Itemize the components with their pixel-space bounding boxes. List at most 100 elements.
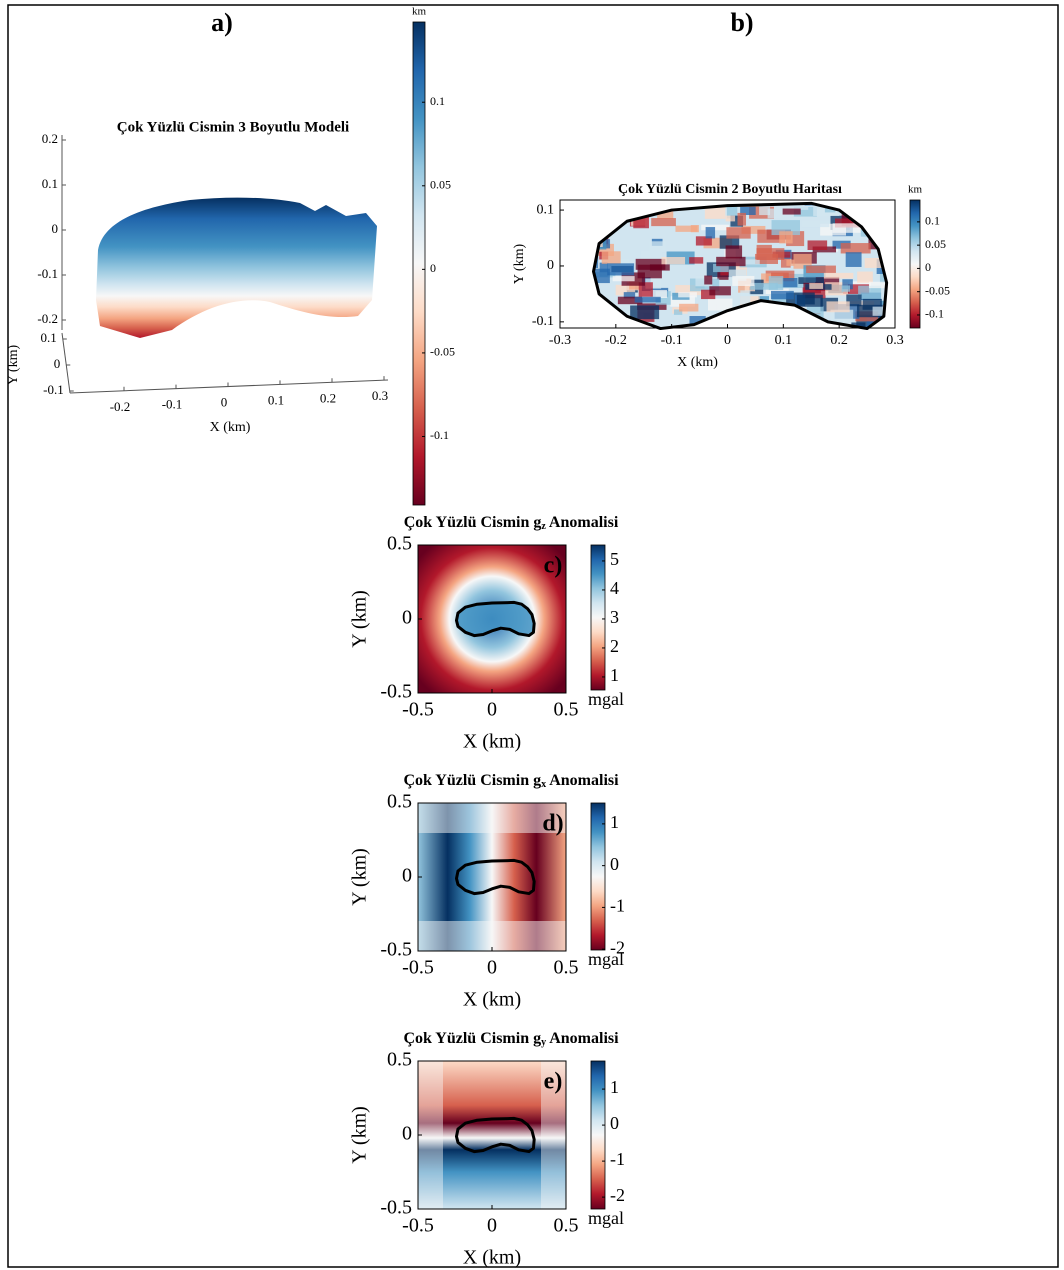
x-tick-label: 0 [724,333,731,348]
field-patch [562,253,572,260]
field-patch [782,278,797,287]
colorbar [910,200,920,328]
y-axis-label: Y (km) [349,590,371,648]
field-patch [808,240,828,250]
y-tick-label: 0 [547,258,554,273]
field-patch [779,231,792,243]
field-patch [598,222,611,227]
colorbar-tick-label: -0.1 [430,428,449,442]
colorbar-tick-label: 0 [610,854,619,874]
x-tick-label: -0.1 [162,397,183,412]
field-patch [635,297,661,303]
y-tick-label: 0 [402,865,412,887]
colorbar [413,22,425,505]
colorbar-tick-label: -1 [610,1149,625,1169]
field-patch [651,218,676,226]
field-patch [826,301,849,312]
field-patch [846,252,862,267]
field-patch [726,216,735,222]
field-patch [612,207,630,216]
field-patch [606,210,616,216]
colorbar-tick-label: 0 [610,1113,619,1133]
z-tick-label: -0.2 [37,311,58,326]
field-patch [745,319,753,334]
colorbar-tick-label: 5 [610,549,619,569]
field-fade [418,921,566,951]
field-patch [773,305,786,314]
x-tick-label: 0.2 [830,333,848,348]
colorbar-tick-label: 0.05 [925,237,946,251]
field-patch [869,203,897,210]
title-text: Çok Yüzlü Cismin g [404,514,542,531]
field-patch [709,286,731,295]
y-tick-label: 0.5 [387,533,412,555]
field-patch [595,317,621,328]
field-patch [689,257,703,263]
field-patch [604,307,612,321]
panel-label: a) [211,8,233,37]
field-patch [753,304,775,318]
field-patch [788,310,800,318]
x-tick-label: 0 [487,1215,497,1237]
field-patch [873,307,900,316]
field-patch [802,221,830,228]
title-text: Çok Yüzlü Cismin g [403,772,541,789]
field-patch [580,231,592,240]
colorbar-tick-label: 0.1 [925,214,940,228]
colorbar-unit: mgal [588,1208,624,1228]
title-text: Anomalisi [546,1030,619,1047]
field-patch [740,200,756,215]
field-patch [636,207,645,213]
field-patch [560,217,577,222]
colorbar-unit: km [412,6,427,18]
field-patch [611,210,641,217]
y-tick-label: 0.5 [387,1049,412,1071]
x-axis-label: X (km) [210,420,251,435]
field-patch [691,225,699,232]
y-tick-label: 0 [402,1123,412,1145]
colorbar-unit: km [908,184,923,196]
field-patch [771,304,784,318]
field-patch [613,276,635,281]
chart-title: Çok Yüzlü Cismin 2 Boyutlu Haritası [618,182,842,197]
colorbar-tick-label: 0.1 [430,94,445,108]
field-patch [587,213,596,224]
x-tick-label: -0.1 [661,333,683,348]
field-patch [572,254,585,269]
field-patch [561,307,588,312]
colorbar-tick-label: -0.05 [430,345,455,359]
panel-label: c) [544,553,563,579]
field-patch [662,257,686,264]
x-tick-label: -0.2 [110,399,131,414]
field-patch [649,241,665,252]
field-patch [865,258,889,268]
z-tick-label: 0.2 [42,131,58,146]
y-tick-label: 0 [54,356,61,371]
colorbar-unit: mgal [588,949,624,969]
field-patch [568,310,587,316]
field-patch [743,310,771,324]
colorbar [591,1061,605,1209]
colorbar-tick-label: 4 [610,578,619,598]
field-patch [771,291,794,299]
colorbar-tick-label: 0 [430,261,436,275]
field-patch [797,295,823,307]
z-tick-label: 0 [52,221,59,236]
field-patches [560,200,917,341]
chart-title: Çok Yüzlü Cismin gz Anomalisi [404,514,619,533]
y-axis-label: Y (km) [349,848,371,906]
field-patch [883,305,912,319]
field-patch [716,257,745,266]
colorbar-tick-label: 2 [610,636,619,656]
x-axis-label: X (km) [463,989,521,1011]
colorbar-tick-label: -2 [610,1185,625,1205]
z-tick-label: 0.1 [42,176,58,191]
field-patch [786,260,794,266]
title-text: Anomalisi [546,772,619,789]
field-patch [891,278,912,291]
colorbar-tick-label: 0 [925,260,931,274]
field-patch [879,209,891,214]
field-patch [841,243,871,253]
field-patch [627,201,636,213]
field-patch [732,276,754,286]
